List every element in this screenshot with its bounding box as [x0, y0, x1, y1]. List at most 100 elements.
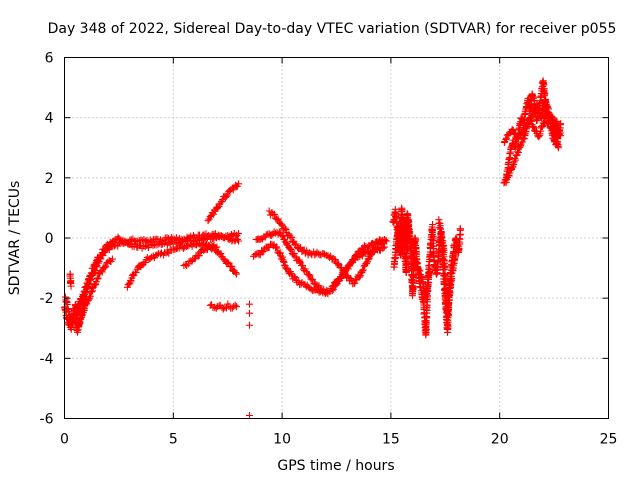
data-point-marker	[412, 258, 420, 266]
data-point-marker	[505, 172, 513, 180]
data-point-marker	[305, 271, 313, 279]
data-point-marker	[368, 249, 376, 257]
data-point-marker	[351, 252, 359, 260]
data-point-marker	[502, 135, 510, 143]
data-point-marker	[219, 305, 227, 313]
data-point-marker	[232, 181, 240, 189]
data-point-marker	[98, 268, 106, 276]
data-point-marker	[373, 244, 381, 252]
data-point-marker	[544, 103, 552, 111]
data-point-marker	[380, 236, 388, 244]
data-point-marker	[282, 264, 290, 272]
data-point-marker	[516, 143, 524, 151]
data-point-marker	[86, 292, 94, 300]
y-axis-label: SDTVAR / TECUs	[7, 181, 23, 296]
data-point-marker	[296, 257, 304, 265]
data-point-marker	[415, 266, 423, 274]
data-point-marker	[245, 300, 253, 308]
data-point-marker	[232, 303, 240, 311]
data-point-marker	[140, 236, 148, 244]
data-point-marker	[331, 256, 339, 264]
data-point-marker	[371, 245, 379, 253]
y-tick-label: 6	[45, 51, 54, 67]
data-point-marker	[298, 261, 306, 269]
x-tick-label: 20	[491, 432, 509, 448]
data-point-marker	[557, 120, 565, 128]
data-point-marker	[245, 411, 253, 419]
data-point-marker	[457, 225, 465, 233]
y-tick-label: 2	[45, 171, 54, 187]
data-point-marker	[436, 224, 444, 232]
data-point-marker	[94, 259, 102, 267]
data-point-marker	[217, 250, 225, 258]
data-point-marker	[274, 215, 282, 223]
data-point-marker	[281, 224, 289, 232]
data-point-marker	[535, 133, 543, 141]
data-point-marker	[291, 252, 299, 260]
data-point-marker	[351, 279, 359, 287]
data-point-marker	[87, 288, 95, 296]
data-point-marker	[329, 282, 337, 290]
data-point-marker	[512, 156, 520, 164]
x-tick-label: 0	[60, 432, 69, 448]
data-point-marker	[195, 252, 203, 260]
x-tick-label: 15	[382, 432, 400, 448]
data-point-marker	[538, 123, 546, 131]
x-tick-label: 10	[273, 432, 291, 448]
data-point-marker	[99, 252, 107, 260]
data-point-marker	[533, 100, 541, 108]
data-point-marker	[287, 269, 295, 277]
data-point-marker	[127, 277, 135, 285]
y-tick-label: 4	[45, 111, 54, 127]
data-point-marker	[288, 233, 296, 241]
data-point-marker	[348, 257, 356, 265]
data-point-marker	[552, 128, 560, 136]
data-point-marker	[222, 192, 230, 200]
data-point-marker	[200, 239, 208, 247]
grid-lines	[64, 57, 609, 419]
data-point-marker	[193, 241, 201, 249]
data-point-marker	[64, 305, 72, 313]
data-point-marker	[215, 302, 223, 310]
data-point-marker	[426, 268, 434, 276]
data-point-marker	[410, 254, 418, 262]
data-point-marker	[309, 276, 317, 284]
data-point-marker	[267, 232, 275, 240]
data-point-marker	[171, 235, 179, 243]
y-tick-label: -6	[40, 412, 54, 428]
data-point-marker	[102, 262, 110, 270]
data-point-marker	[87, 275, 95, 283]
data-point-marker	[307, 275, 315, 283]
data-point-marker	[92, 263, 100, 271]
x-tick-label: 5	[169, 432, 178, 448]
data-point-marker	[213, 204, 221, 212]
data-point-marker	[282, 240, 290, 248]
data-point-marker	[322, 288, 330, 296]
data-point-marker	[224, 258, 232, 266]
y-tick-label: 0	[45, 231, 54, 247]
y-tick-label: -4	[40, 351, 54, 367]
data-point-marker	[359, 266, 367, 274]
data-point-marker	[277, 252, 285, 260]
y-tick-labels: -6 -4 -2 0 2 4 6	[40, 51, 54, 428]
data-point-marker	[526, 117, 534, 125]
x-axis-label: GPS time / hours	[277, 458, 394, 474]
data-point-marker	[148, 237, 156, 245]
data-point-marker	[426, 267, 434, 275]
data-point-marker	[245, 321, 253, 329]
data-point-marker	[543, 121, 551, 129]
chart-title: Day 348 of 2022, Sidereal Day-to-day VTE…	[48, 21, 617, 37]
data-point-marker	[232, 269, 240, 277]
data-point-marker	[270, 210, 278, 218]
data-point-marker	[223, 191, 231, 199]
data-point-marker	[315, 282, 323, 290]
data-point-marker	[245, 309, 253, 317]
data-point-marker	[127, 236, 135, 244]
data-point-marker	[165, 249, 173, 257]
data-point-marker	[157, 250, 165, 258]
data-point-marker	[423, 285, 431, 293]
data-point-marker	[277, 220, 285, 228]
data-point-marker	[282, 225, 290, 233]
data-point-marker	[451, 254, 459, 262]
data-point-marker	[287, 246, 295, 254]
